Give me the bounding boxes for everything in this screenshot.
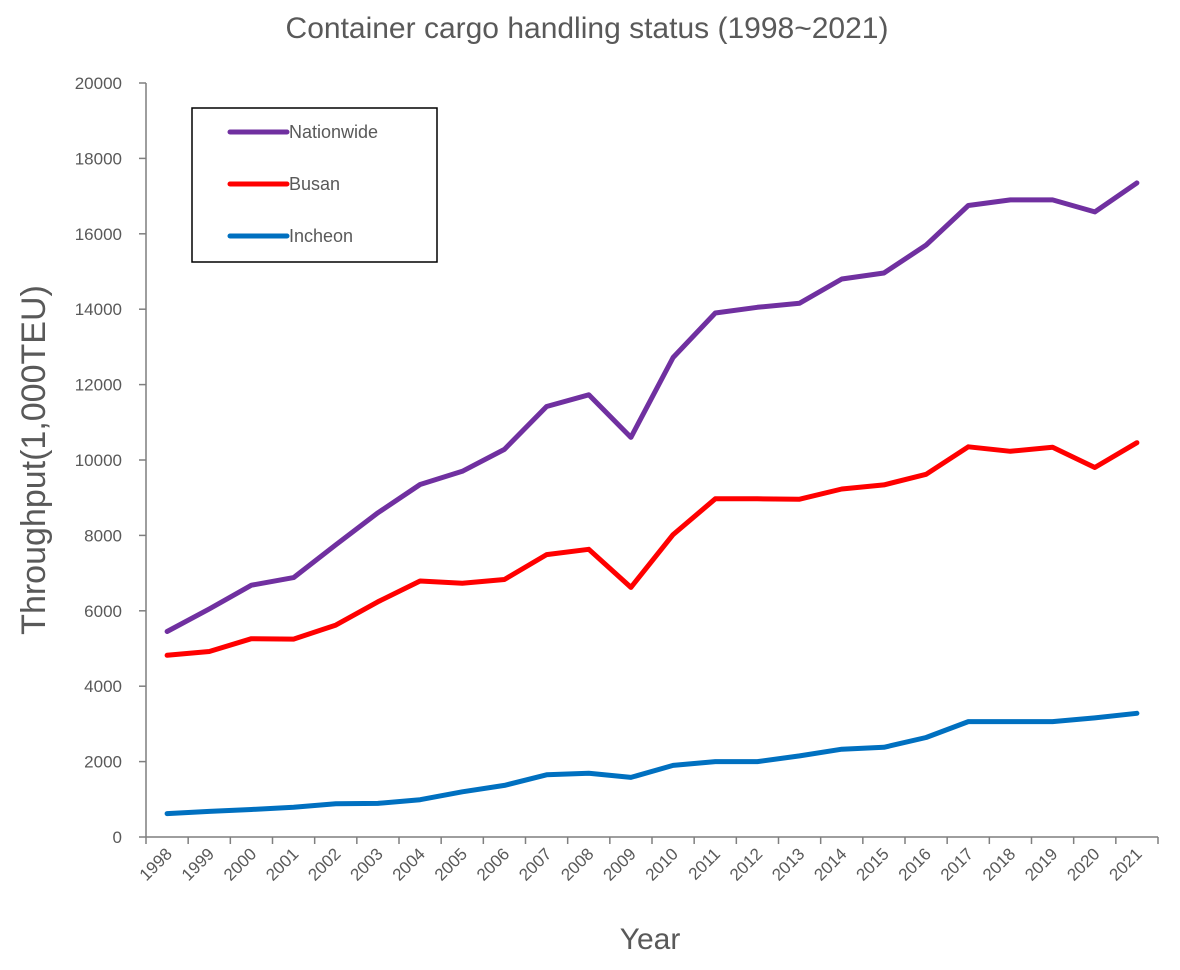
y-tick-label: 14000: [75, 300, 122, 319]
x-tick-label: 2000: [220, 844, 260, 884]
x-tick-label: 2016: [895, 844, 935, 884]
series-line-nationwide: [164, 180, 1140, 634]
x-tick-label: 2010: [642, 844, 682, 884]
x-tick-label: 2019: [1021, 844, 1061, 884]
x-tick-label: 2015: [853, 844, 893, 884]
y-axis-title: Throughput(1,000TEU): [15, 285, 53, 635]
x-tick-label: 2005: [431, 844, 471, 884]
x-tick-label: 2004: [389, 844, 429, 884]
x-tick-label: 2013: [768, 844, 808, 884]
y-tick-label: 8000: [84, 526, 122, 545]
y-axis-ticks: 0 2000 4000 6000 8000 10000 12000 14000 16000 180…: [75, 74, 146, 847]
y-tick-label: 6000: [84, 602, 122, 621]
legend-label-incheon: Incheon: [289, 226, 353, 246]
x-axis-title: Year: [620, 923, 681, 956]
x-tick-label: 2003: [347, 844, 387, 884]
x-tick-label: 2006: [473, 844, 513, 884]
legend: Nationwide Busan Incheon: [191, 107, 438, 263]
x-tick-label: 1999: [178, 844, 218, 884]
y-tick-label: 0: [113, 828, 122, 847]
y-tick-label: 10000: [75, 451, 122, 470]
x-tick-label: 2002: [304, 844, 344, 884]
x-tick-label: 2017: [937, 844, 977, 884]
y-tick-label: 2000: [84, 753, 122, 772]
legend-label-nationwide: Nationwide: [289, 122, 378, 142]
y-tick-label: 16000: [75, 225, 122, 244]
y-tick-label: 20000: [75, 74, 122, 93]
x-tick-label: 2018: [979, 844, 1019, 884]
chart-title: Container cargo handling status (1998~20…: [286, 12, 889, 45]
series-line-incheon: [164, 710, 1140, 817]
x-tick-label: 2021: [1106, 844, 1146, 884]
x-tick-label: 1998: [136, 844, 176, 884]
x-tick-label: 2009: [600, 844, 640, 884]
y-tick-label: 18000: [75, 149, 122, 168]
x-axis-ticks: 1998 1999 2000 2001 2002 2003 2004 2005 2006 2007…: [136, 837, 1159, 885]
x-tick-label: 2007: [515, 844, 555, 884]
x-tick-label: 2001: [262, 844, 302, 884]
y-tick-label: 12000: [75, 376, 122, 395]
y-tick-label: 4000: [84, 677, 122, 696]
series-line-busan: [164, 440, 1140, 658]
x-tick-label: 2012: [726, 844, 766, 884]
legend-label-busan: Busan: [289, 174, 340, 194]
series-lines: [164, 180, 1140, 817]
x-tick-label: 2020: [1063, 844, 1103, 884]
x-tick-label: 2014: [810, 844, 850, 884]
x-tick-label: 2008: [557, 844, 597, 884]
x-tick-label: 2011: [685, 844, 724, 883]
